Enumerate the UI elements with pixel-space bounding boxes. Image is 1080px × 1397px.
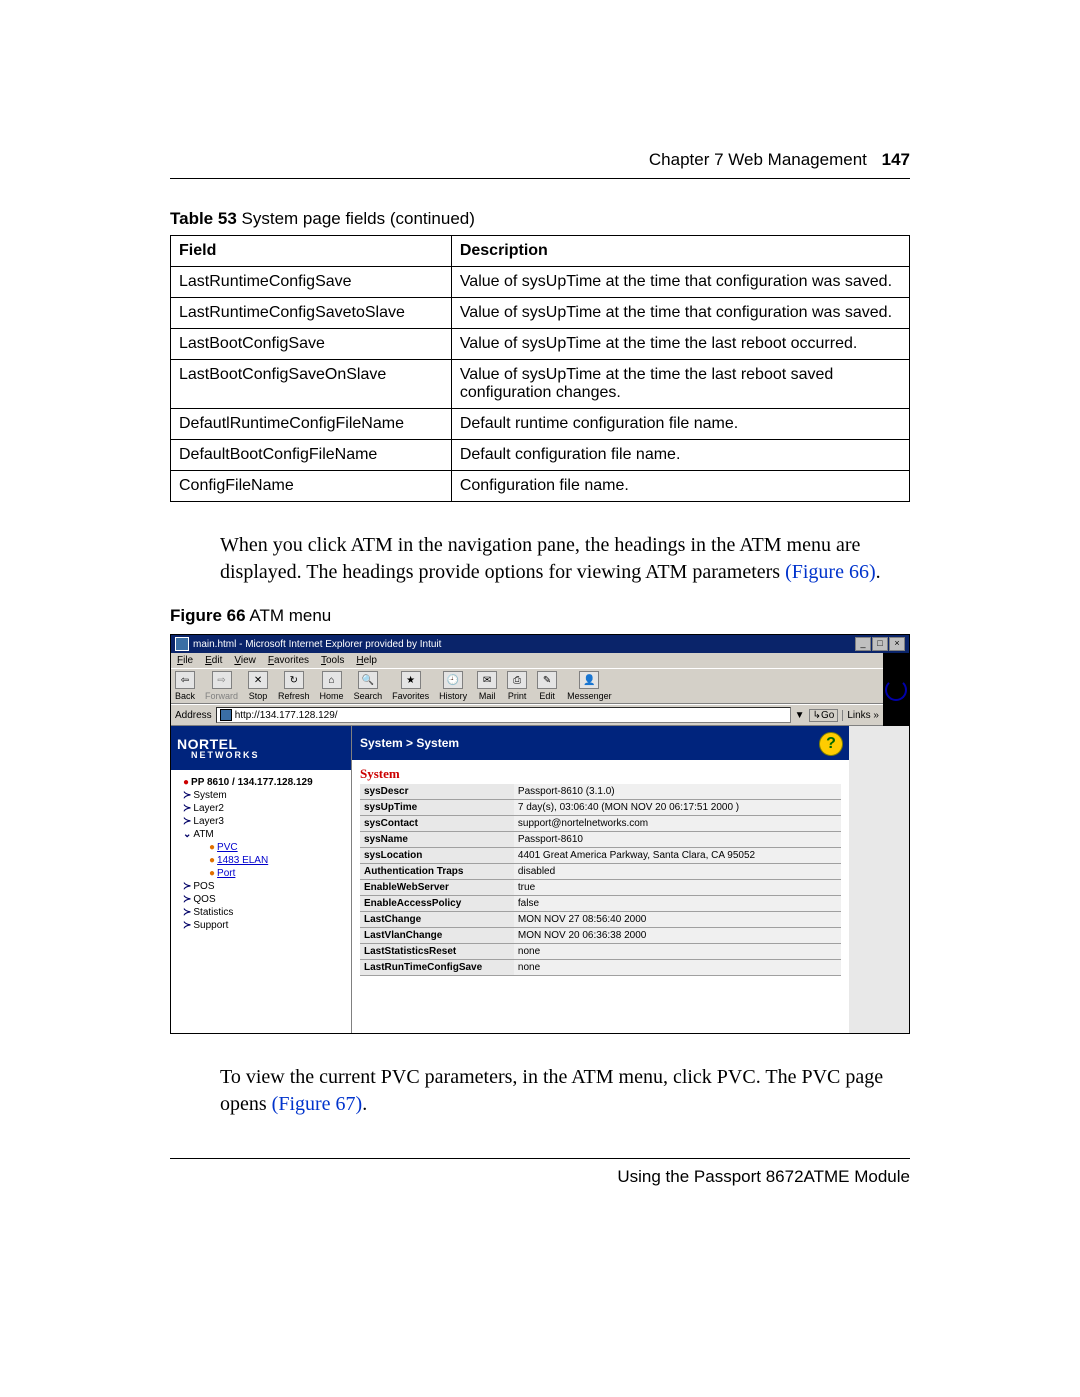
address-input[interactable]: http://134.177.128.129/ [216, 707, 791, 723]
table-row: DefautlRuntimeConfigFileNameDefault runt… [171, 409, 910, 440]
menu-edit[interactable]: Edit [205, 655, 222, 666]
system-row: sysContactsupport@nortelnetworks.com [360, 816, 841, 832]
address-label: Address [175, 710, 212, 721]
paragraph-pvc: To view the current PVC parameters, in t… [220, 1064, 910, 1118]
chapter-label: Chapter 7 Web Management [649, 150, 867, 169]
toolbar-history-button[interactable]: 🕘History [439, 671, 467, 701]
nav-item-port[interactable]: ●Port [175, 867, 347, 880]
paragraph-atm-menu: When you click ATM in the navigation pan… [220, 532, 910, 586]
toolbar-forward-button: ⇨Forward [205, 671, 238, 701]
nav-item-support[interactable]: ≻Support [175, 919, 347, 932]
toolbar-refresh-button[interactable]: ↻Refresh [278, 671, 310, 701]
brand-logo: NORTEL NETWORKS [171, 726, 351, 770]
system-row: sysDescrPassport-8610 (3.1.0) [360, 784, 841, 800]
table-row: LastBootConfigSaveValue of sysUpTime at … [171, 329, 910, 360]
nav-item-1483-elan[interactable]: ●1483 ELAN [175, 854, 347, 867]
page-icon [220, 709, 232, 721]
menu-file[interactable]: File [177, 655, 193, 666]
toolbar-search-button[interactable]: 🔍Search [354, 671, 383, 701]
toolbar-print-button[interactable]: ⎙Print [507, 671, 527, 701]
content-header: System > System ? [352, 726, 849, 760]
system-row: LastChangeMON NOV 27 08:56:40 2000 [360, 912, 841, 928]
system-row: EnableAccessPolicyfalse [360, 896, 841, 912]
toolbar-stop-button[interactable]: ✕Stop [248, 671, 268, 701]
nav-item-system[interactable]: ≻System [175, 789, 347, 802]
ie-toolbar: ⇦Back ⇨Forward ✕Stop ↻Refresh ⌂Home 🔍Search ★F… [171, 668, 883, 704]
menu-help[interactable]: Help [356, 655, 377, 666]
system-row: EnableWebServertrue [360, 880, 841, 896]
system-row: sysNamePassport-8610 [360, 832, 841, 848]
nav-item-layer2[interactable]: ≻Layer2 [175, 802, 347, 815]
content-pane: System > System ? System sysDescrPasspor… [352, 726, 849, 1034]
nav-item-qos[interactable]: ≻QOS [175, 893, 347, 906]
page-number: 147 [882, 150, 910, 169]
maximize-button[interactable]: □ [872, 637, 888, 651]
figure66-screenshot: main.html - Microsoft Internet Explorer … [170, 634, 910, 1034]
system-row: sysUpTime7 day(s), 03:06:40 (MON NOV 20 … [360, 800, 841, 816]
table-row: LastBootConfigSaveOnSlaveValue of sysUpT… [171, 360, 910, 409]
sidebar: NORTEL NETWORKS ●PP 8610 / 134.177.128.1… [171, 726, 352, 1034]
system-row: Authentication Trapsdisabled [360, 864, 841, 880]
links-button[interactable]: Links » [842, 710, 879, 721]
table-row: LastRuntimeConfigSavetoSlaveValue of sys… [171, 298, 910, 329]
table53-col-field: Field [171, 236, 452, 267]
system-row: LastRunTimeConfigSavenone [360, 960, 841, 976]
nav-item-pvc[interactable]: ●PVC [175, 841, 347, 854]
ie-throbber [883, 653, 909, 726]
page-header: Chapter 7 Web Management 147 [170, 150, 910, 179]
system-row: sysLocation4401 Great America Parkway, S… [360, 848, 841, 864]
table-row: ConfigFileNameConfiguration file name. [171, 471, 910, 502]
menu-view[interactable]: View [234, 655, 256, 666]
table-row: DefaultBootConfigFileNameDefault configu… [171, 440, 910, 471]
toolbar-favorites-button[interactable]: ★Favorites [392, 671, 429, 701]
ie-menubar: File Edit View Favorites Tools Help [171, 653, 883, 668]
nav-item-atm[interactable]: ⌄ATM [175, 828, 347, 841]
table-row: LastRuntimeConfigSaveValue of sysUpTime … [171, 267, 910, 298]
system-subtitle: System [360, 766, 841, 782]
figure66-link[interactable]: (Figure 66) [785, 561, 876, 583]
minimize-button[interactable]: _ [855, 637, 871, 651]
toolbar-mail-button[interactable]: ✉Mail [477, 671, 497, 701]
system-row: LastVlanChangeMON NOV 20 06:36:38 2000 [360, 928, 841, 944]
go-button[interactable]: ↳Go [809, 709, 839, 722]
table53: Field Description LastRuntimeConfigSaveV… [170, 235, 910, 502]
toolbar-back-button[interactable]: ⇦Back [175, 671, 195, 701]
nav-tree: ●PP 8610 / 134.177.128.129 ≻System≻Layer… [171, 770, 351, 1034]
figure67-link[interactable]: (Figure 67) [272, 1093, 363, 1115]
help-icon[interactable]: ? [819, 732, 843, 756]
toolbar-home-button[interactable]: ⌂Home [320, 671, 344, 701]
ie-title-text: main.html - Microsoft Internet Explorer … [193, 639, 441, 650]
ie-app-icon [175, 637, 189, 651]
ie-addressbar: Address http://134.177.128.129/ ▼ ↳Go Li… [171, 704, 883, 726]
system-table: sysDescrPassport-8610 (3.1.0)sysUpTime7 … [360, 784, 841, 976]
nav-item-pos[interactable]: ≻POS [175, 880, 347, 893]
menu-tools[interactable]: Tools [321, 655, 344, 666]
toolbar-messenger-button[interactable]: 👤Messenger [567, 671, 612, 701]
nav-item-layer3[interactable]: ≻Layer3 [175, 815, 347, 828]
table53-col-desc: Description [451, 236, 909, 267]
table53-caption: Table 53 System page fields (continued) [170, 209, 910, 229]
menu-favorites[interactable]: Favorites [268, 655, 309, 666]
figure66-caption: Figure 66 ATM menu [170, 606, 910, 626]
right-gray-panel [849, 726, 909, 1034]
close-button[interactable]: × [889, 637, 905, 651]
system-row: LastStatisticsResetnone [360, 944, 841, 960]
toolbar-edit-button[interactable]: ✎Edit [537, 671, 557, 701]
nav-root[interactable]: ●PP 8610 / 134.177.128.129 [175, 776, 347, 789]
page-footer: Using the Passport 8672ATME Module [170, 1158, 910, 1187]
ie-titlebar: main.html - Microsoft Internet Explorer … [171, 635, 909, 653]
nav-item-statistics[interactable]: ≻Statistics [175, 906, 347, 919]
